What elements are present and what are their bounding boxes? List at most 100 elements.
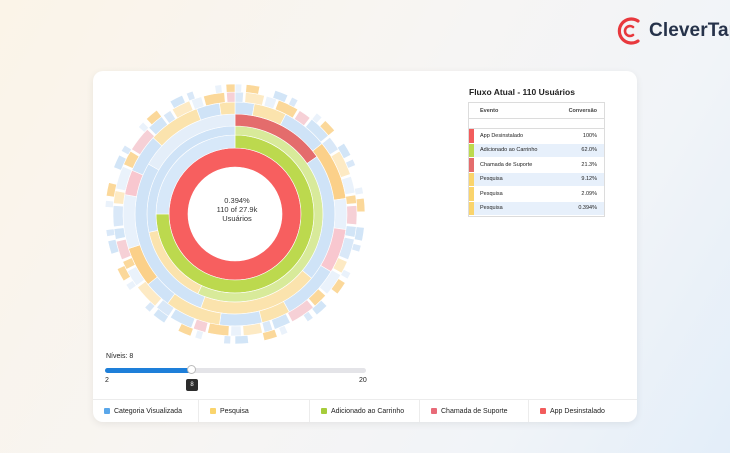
sunburst-segment-fine[interactable] — [288, 96, 299, 108]
row-event: Pesquisa — [480, 176, 503, 183]
sunburst-segment-outer[interactable] — [219, 101, 236, 116]
row-conversion: 0.394% — [578, 205, 597, 212]
sunburst-segment-fine[interactable] — [113, 190, 126, 205]
sunburst-segment-fine[interactable] — [345, 194, 357, 205]
sunburst-segment-fine[interactable] — [144, 301, 156, 313]
sunburst-segment-fine[interactable] — [311, 112, 323, 124]
sunburst-segment-fine[interactable] — [344, 225, 357, 238]
sunburst-segment-fine[interactable] — [234, 335, 249, 345]
sunburst-segment-fine[interactable] — [311, 299, 328, 316]
sunburst-segment-fine[interactable] — [321, 136, 339, 156]
center-count: 110 of 27.9k — [216, 205, 258, 214]
sunburst-segment-fine[interactable] — [145, 109, 162, 126]
row-conversion: 62.0% — [581, 147, 597, 154]
sunburst-segment-fine[interactable] — [271, 313, 291, 330]
sunburst-segment-fine[interactable] — [194, 329, 204, 340]
levels-slider-handle[interactable] — [187, 365, 196, 374]
center-summary: 0.394% 110 of 27.9k Usuários — [212, 196, 262, 223]
flow-table-row[interactable]: Adicionado ao Carrinho 62.0% — [469, 143, 604, 158]
row-conversion: 21.3% — [581, 161, 597, 168]
sunburst-segment-fine[interactable] — [185, 90, 196, 102]
sunburst-segment-fine[interactable] — [137, 280, 162, 307]
sunburst-segment-fine[interactable] — [355, 197, 366, 213]
levels-value-tooltip: 8 — [186, 379, 198, 391]
sunburst-segment-fine[interactable] — [116, 265, 131, 282]
sunburst-segment-fine[interactable] — [137, 121, 150, 133]
sunburst-segment-fine[interactable] — [104, 200, 114, 208]
flow-table-row[interactable]: Pesquisa 9.12% — [469, 172, 604, 187]
row-color-marker — [469, 129, 474, 143]
legend-swatch — [210, 408, 216, 414]
legend-label: Pesquisa — [220, 407, 249, 415]
sunburst-segment-fine[interactable] — [225, 83, 236, 93]
sunburst-segment-fine[interactable] — [203, 92, 226, 107]
sunburst-segment-fine[interactable] — [234, 91, 244, 103]
sunburst-segment-fine[interactable] — [305, 118, 329, 143]
flow-table-row[interactable]: Pesquisa 2.09% — [469, 187, 604, 202]
sunburst-segment-fine[interactable] — [262, 328, 278, 342]
sunburst-segment-fine[interactable] — [345, 158, 356, 169]
sunburst-segment-fine[interactable] — [274, 99, 299, 119]
sunburst-segment-fine[interactable] — [353, 226, 365, 242]
flow-table-row[interactable]: Chamada de Suporte 21.3% — [469, 158, 604, 173]
sunburst-segment-fine[interactable] — [177, 323, 194, 337]
sunburst-segment-fine[interactable] — [105, 228, 116, 237]
sunburst-segment-fine[interactable] — [351, 243, 362, 253]
sunburst-segment-fine[interactable] — [113, 227, 126, 240]
sunburst-segment-fine[interactable] — [152, 308, 169, 324]
sunburst-segment-fine[interactable] — [319, 120, 336, 137]
legend-item[interactable]: Chamada de Suporte — [420, 400, 529, 422]
sunburst-segment-fine[interactable] — [226, 91, 236, 103]
levels-max: 20 — [359, 377, 367, 384]
sunburst-segment-fine[interactable] — [245, 84, 261, 95]
sunburst-segment-fine[interactable] — [308, 288, 327, 307]
sunburst-segment-outer[interactable] — [333, 198, 348, 230]
sunburst-segment-fine[interactable] — [234, 83, 243, 93]
sunburst-segment-fine[interactable] — [336, 142, 352, 160]
sunburst-segment-fine[interactable] — [112, 205, 124, 228]
sunburst-segment-fine[interactable] — [330, 278, 346, 295]
sunburst-segment-fine[interactable] — [272, 89, 289, 103]
sunburst-chart[interactable] — [93, 71, 383, 361]
flow-table-row[interactable]: Pesquisa 0.394% — [469, 201, 604, 216]
sunburst-segment-fine[interactable] — [107, 239, 120, 255]
sunburst-segment-fine[interactable] — [293, 110, 311, 127]
flow-table-row[interactable]: App Desinstalado 100% — [469, 129, 604, 144]
sunburst-segment-fine[interactable] — [302, 311, 314, 323]
row-color-marker — [469, 143, 474, 157]
row-color-marker — [469, 158, 474, 172]
legend-item[interactable]: Pesquisa — [199, 400, 310, 422]
row-event: Chamada de Suporte — [480, 161, 533, 168]
legend-item[interactable]: Categoria Visualizada — [93, 400, 199, 422]
sunburst-segment-fine[interactable] — [223, 335, 232, 345]
sunburst-segment-fine[interactable] — [120, 144, 132, 156]
sunburst-segment-fine[interactable] — [242, 322, 263, 337]
sunburst-segment-fine[interactable] — [125, 280, 137, 291]
sunburst-segment-fine[interactable] — [263, 95, 278, 110]
levels-slider-fill — [105, 368, 192, 373]
sunburst-segment-fine[interactable] — [214, 84, 223, 94]
legend-swatch — [321, 408, 327, 414]
levels-slider[interactable] — [105, 365, 366, 374]
row-conversion: 9.12% — [581, 176, 597, 183]
sunburst-segment-fine[interactable] — [162, 110, 177, 124]
row-conversion: 2.09% — [581, 190, 597, 197]
sunburst-segment-fine[interactable] — [105, 182, 117, 198]
sunburst-segment-fine[interactable] — [207, 322, 230, 337]
sunburst-segment-fine[interactable] — [115, 165, 133, 192]
sunburst-segment-fine[interactable] — [131, 128, 155, 156]
sunburst-segment-fine[interactable] — [346, 205, 358, 225]
sunburst-segment-outer[interactable] — [234, 101, 255, 116]
sunburst-segment-fine[interactable] — [230, 325, 242, 337]
sunburst-segment-fine[interactable] — [340, 268, 352, 280]
row-event: Adicionado ao Carrinho — [480, 147, 538, 154]
sunburst-segment-fine[interactable] — [115, 238, 132, 261]
sunburst-segment-fine[interactable] — [353, 186, 364, 196]
legend-item[interactable]: App Desinstalado — [529, 400, 637, 422]
sunburst-segment-fine[interactable] — [113, 154, 127, 171]
flow-card: 0.394% 110 of 27.9k Usuários Fluxo Atual… — [93, 71, 637, 422]
legend-item[interactable]: Adicionado ao Carrinho — [310, 400, 420, 422]
sunburst-segment-fine[interactable] — [169, 94, 186, 109]
sunburst-segment-fine[interactable] — [278, 325, 289, 336]
sunburst-segment-fine[interactable] — [341, 175, 356, 195]
